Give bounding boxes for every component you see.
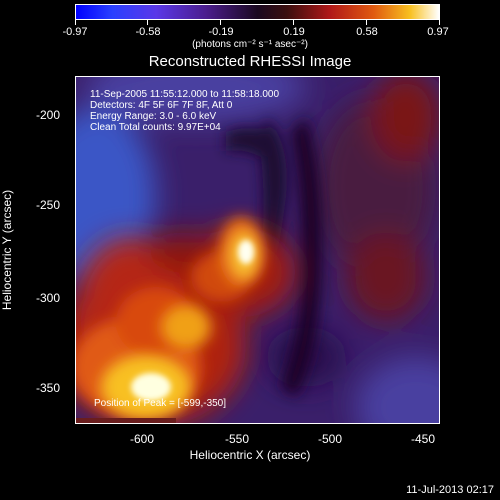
y-tick-label: -300 [36,291,61,305]
annotation-time-range: 11-Sep-2005 11:55:12.000 to 11:58:18.000 [90,89,280,100]
y-tick-label: -350 [36,381,61,395]
y-tick-label: -200 [36,108,61,122]
colorbar-tick-label: 0.58 [356,26,378,38]
x-axis-label: Heliocentric X (arcsec) [189,448,311,462]
colorbar-tick-label: 0.19 [283,26,305,38]
plot-title: Reconstructed RHESSI Image [148,53,352,70]
peak-position-label: Position of Peak = [-599,-350] [94,398,227,409]
x-tick-label: -450 [411,432,436,446]
annotation-total-counts: Clean Total counts: 9.97E+04 [90,122,221,133]
annotation-energy-range: Energy Range: 3.0 - 6.0 keV [90,111,217,122]
x-tick-label: -600 [130,432,155,446]
colorbar [75,4,440,20]
colorbar-tick-label: -0.97 [62,26,88,38]
x-tick-label: -500 [318,432,343,446]
x-tick-label: -550 [225,432,250,446]
colorbar-tick-label: -0.19 [208,26,234,38]
rhessi-image-map [76,77,439,423]
colorbar-ticks [75,20,440,26]
image-plot: 11-Sep-2005 11:55:12.000 to 11:58:18.000… [75,76,440,424]
annotation-detectors: Detectors: 4F 5F 6F 7F 8F, Att 0 [90,100,233,111]
y-tick-label: -250 [36,198,61,212]
timestamp: 11-Jul-2013 02:17 [406,484,494,496]
colorbar-unit-label: (photons cm⁻² s⁻¹ asec⁻²) [192,39,308,50]
y-axis-label: Heliocentric Y (arcsec) [0,189,14,311]
colorbar-tick-label: -0.58 [135,26,161,38]
colorbar-tick-label: 0.97 [427,26,449,38]
